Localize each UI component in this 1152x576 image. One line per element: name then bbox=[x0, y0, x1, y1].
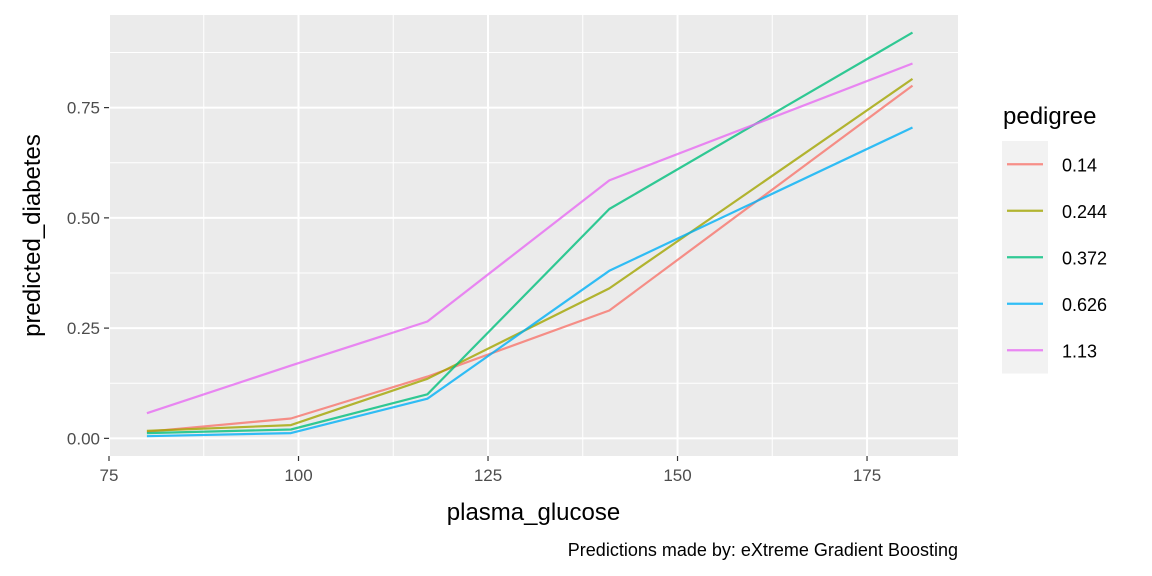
series-line-1 bbox=[146, 84, 914, 433]
y-tick-label: 0.75 bbox=[67, 99, 100, 118]
legend-label-5: 1.13 bbox=[1062, 341, 1097, 361]
caption: Predictions made by: eXtreme Gradient Bo… bbox=[568, 540, 958, 560]
legend: pedigree 0.14 0.244 0.372 0.626 1.13 bbox=[1002, 103, 1107, 374]
series-line-3 bbox=[146, 31, 914, 435]
x-tick-label: 125 bbox=[474, 466, 502, 485]
series-lines bbox=[146, 31, 914, 438]
series-line-5 bbox=[146, 62, 913, 415]
legend-label-1: 0.14 bbox=[1062, 155, 1097, 175]
series-line-2 bbox=[146, 77, 914, 432]
y-axis: 0.00 0.25 0.50 0.75 bbox=[67, 99, 109, 448]
legend-label-4: 0.626 bbox=[1062, 295, 1107, 315]
y-tick-label: 0.50 bbox=[67, 209, 100, 228]
legend-title: pedigree bbox=[1003, 103, 1096, 130]
x-tick-label: 150 bbox=[663, 466, 691, 485]
x-axis-title: plasma_glucose bbox=[447, 499, 620, 526]
legend-label-2: 0.244 bbox=[1062, 202, 1107, 222]
x-axis: 75 100 125 150 175 bbox=[100, 456, 881, 485]
grid-major bbox=[108, 15, 958, 456]
x-tick-label: 100 bbox=[284, 466, 312, 485]
y-tick-label: 0.00 bbox=[67, 429, 100, 448]
y-tick-label: 0.25 bbox=[67, 319, 100, 338]
legend-items: 0.14 0.244 0.372 0.626 1.13 bbox=[1007, 155, 1107, 361]
legend-label-3: 0.372 bbox=[1062, 248, 1107, 268]
x-tick-label: 175 bbox=[853, 466, 881, 485]
series-line-4 bbox=[146, 126, 913, 438]
y-axis-title: predicted_diabetes bbox=[19, 134, 46, 337]
x-tick-label: 75 bbox=[100, 466, 119, 485]
